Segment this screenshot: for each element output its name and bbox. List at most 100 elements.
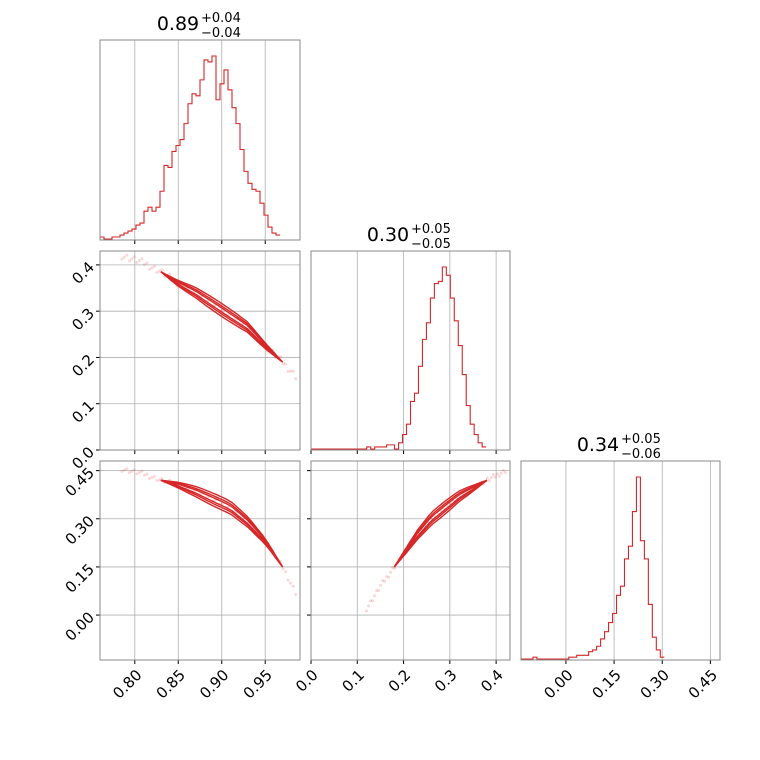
- sample-point: [137, 259, 141, 263]
- x-tick-label-4: 0.3: [431, 666, 461, 696]
- y-tick-label-1: 0.00: [62, 608, 98, 644]
- sample-point: [135, 472, 139, 476]
- y-tick-label-5: 0.4: [68, 258, 98, 288]
- y-tick-label-2: 0.15: [62, 560, 98, 596]
- x-tick-label-1: 0.0: [292, 666, 322, 696]
- y-axis-param-3: 0.00 0.15 0.30 0.45: [62, 464, 98, 645]
- sample-point: [147, 476, 151, 480]
- sample-point: [145, 472, 149, 476]
- sample-point: [294, 377, 298, 381]
- contour-level-1: [393, 479, 488, 568]
- sample-point: [150, 475, 154, 479]
- pair-panel-2-3: [307, 461, 510, 664]
- param-1-title-plus: +0.04: [201, 11, 241, 26]
- histogram-frame-1: [99, 39, 301, 241]
- sample-point: [132, 255, 136, 259]
- sample-point: [289, 369, 293, 373]
- x-tick-label-4: 0.95: [240, 666, 276, 702]
- sample-point: [367, 604, 371, 608]
- sample-point: [501, 468, 505, 472]
- y-tick-label-3: 0.2: [68, 351, 98, 381]
- histogram-step-1: [100, 55, 280, 240]
- x-tick-label-5: 0.4: [477, 666, 507, 696]
- sample-point: [495, 472, 499, 476]
- sample-point: [120, 469, 124, 473]
- contour-level-2: [393, 479, 488, 568]
- sample-point: [281, 567, 285, 571]
- x-tick-label-3: 0.2: [385, 666, 415, 696]
- sample-point: [385, 575, 389, 579]
- pair-panel-1-2: [96, 251, 300, 454]
- sample-point: [497, 474, 501, 478]
- pair-frame-2-3: [310, 460, 511, 661]
- sample-point: [389, 570, 393, 574]
- sample-point: [153, 474, 157, 478]
- sample-point: [377, 589, 381, 593]
- sample-point: [145, 261, 149, 265]
- histogram-step-3: [521, 476, 665, 660]
- sample-point: [291, 369, 295, 373]
- param-3-title-minus: −0.06: [621, 447, 661, 462]
- pair-frame-1-3: [99, 460, 301, 661]
- sample-point: [485, 476, 489, 480]
- sample-point: [142, 262, 146, 266]
- sample-point: [158, 478, 162, 482]
- sample-point: [499, 471, 503, 475]
- param-1-title-value: 0.89: [157, 13, 199, 35]
- sample-point: [493, 475, 497, 479]
- sample-point: [125, 467, 129, 471]
- sample-point: [150, 266, 154, 270]
- x-tick-label-3: 0.90: [196, 666, 232, 702]
- sample-point: [381, 579, 385, 583]
- param-2-title-minus: −0.05: [411, 237, 451, 252]
- contour-level-3: [160, 479, 284, 568]
- contour-level-3: [160, 271, 284, 363]
- sample-point: [286, 578, 290, 582]
- sample-point: [122, 468, 126, 472]
- sample-point: [391, 566, 395, 570]
- param-1-title: 0.89: [157, 13, 199, 35]
- sample-point: [130, 469, 134, 473]
- sample-point: [383, 579, 387, 583]
- sample-point: [127, 471, 131, 475]
- sample-point: [132, 468, 136, 472]
- x-axis-param-2: 0.0 0.1 0.2 0.3 0.4: [292, 666, 507, 696]
- sample-point: [147, 267, 151, 271]
- sample-point: [281, 362, 285, 366]
- param-3-title-plus: +0.05: [621, 432, 661, 447]
- y-tick-label-4: 0.3: [68, 304, 98, 334]
- param-3-title-value: 0.34: [577, 434, 619, 456]
- sample-point: [120, 257, 124, 261]
- sample-point: [375, 588, 379, 592]
- sample-point: [160, 477, 164, 481]
- sample-point: [142, 473, 146, 477]
- histogram-panel-3: [521, 461, 711, 664]
- sample-point: [153, 264, 157, 268]
- sample-point: [487, 478, 491, 482]
- sample-point: [294, 593, 298, 597]
- y-tick-label-4: 0.45: [62, 464, 98, 500]
- sample-point: [489, 475, 493, 479]
- x-tick-label-1: 0.80: [109, 666, 145, 702]
- x-tick-label-1: 0.00: [540, 666, 576, 702]
- pair-frame-1-2: [99, 250, 301, 451]
- sample-point: [125, 253, 129, 257]
- x-tick-label-3: 0.30: [637, 666, 673, 702]
- histogram-step-2: [311, 266, 487, 450]
- sample-point: [140, 469, 144, 473]
- pair-panel-1-3: [96, 461, 300, 664]
- param-2-title: 0.30: [367, 224, 409, 246]
- x-tick-label-2: 0.15: [588, 666, 624, 702]
- histogram-frame-3: [520, 460, 721, 661]
- panels-layer: 0.00.10.20.30.40.000.150.300.450.80 0.85 0…: [62, 39, 721, 702]
- sample-point: [371, 599, 375, 603]
- x-tick-label-4: 0.45: [685, 666, 721, 702]
- param-1-title-minus: −0.04: [201, 26, 241, 41]
- sample-point: [130, 257, 134, 261]
- sample-point: [393, 566, 397, 570]
- sample-point: [122, 255, 126, 259]
- sample-point: [135, 261, 139, 265]
- titles-layer: 0.89 +0.04 −0.04 0.30 +0.05 −0.05 0.34 +…: [157, 11, 661, 462]
- param-2-title-value: 0.30: [367, 224, 409, 246]
